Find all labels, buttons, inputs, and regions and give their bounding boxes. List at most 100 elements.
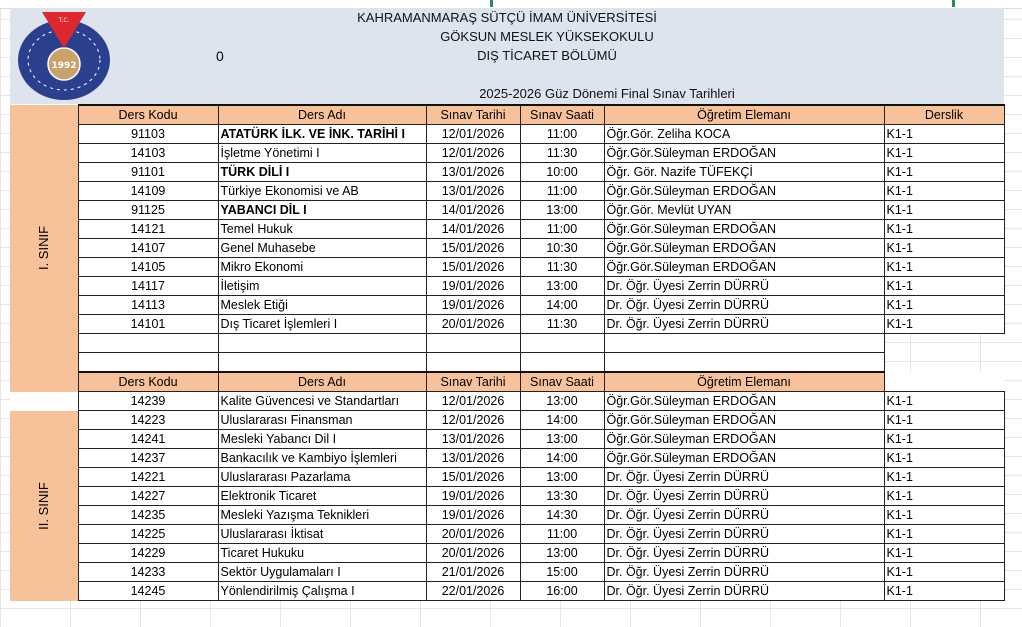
instructor[interactable]: Dr. Öğr. Üyesi Zerrin DÜRRÜ: [603, 562, 885, 582]
course-code[interactable]: 14235: [77, 505, 219, 525]
empty-cell[interactable]: [519, 333, 605, 353]
course-name[interactable]: Meslek Etiği: [217, 295, 427, 315]
classroom[interactable]: K1-1: [883, 543, 1005, 563]
course-code[interactable]: 14229: [77, 543, 219, 563]
exam-date[interactable]: 12/01/2026: [425, 124, 521, 144]
exam-time[interactable]: 11:00: [519, 524, 605, 544]
exam-date[interactable]: 15/01/2026: [425, 467, 521, 487]
classroom[interactable]: K1-1: [883, 200, 1005, 220]
instructor[interactable]: Dr. Öğr. Üyesi Zerrin DÜRRÜ: [603, 524, 885, 544]
course-name[interactable]: Ticaret Hukuku: [217, 543, 427, 563]
course-name[interactable]: ATATÜRK İLK. VE İNK. TARİHİ I: [217, 124, 427, 144]
course-code[interactable]: 14117: [77, 276, 219, 296]
instructor[interactable]: Dr. Öğr. Üyesi Zerrin DÜRRÜ: [603, 276, 885, 296]
instructor[interactable]: Dr. Öğr. Üyesi Zerrin DÜRRÜ: [603, 543, 885, 563]
instructor[interactable]: Öğr.Gör.Süleyman ERDOĞAN: [603, 219, 885, 239]
exam-time[interactable]: 16:00: [519, 581, 605, 601]
table-row[interactable]: 14117 İletişim 19/01/2026 13:00 Dr. Öğr. Üye…: [10, 276, 1005, 296]
classroom[interactable]: K1-1: [883, 448, 1005, 468]
exam-date[interactable]: 14/01/2026: [425, 219, 521, 239]
table-row[interactable]: 14239 Kalite Güvencesi ve Standartları 12/…: [10, 391, 1005, 411]
classroom[interactable]: K1-1: [883, 429, 1005, 449]
table-row[interactable]: 14233 Sektör Uygulamaları I 21/01/2026 15:0…: [10, 562, 1005, 582]
exam-time[interactable]: 13:00: [519, 543, 605, 563]
classroom[interactable]: K1-1: [883, 486, 1005, 506]
exam-date[interactable]: 15/01/2026: [425, 238, 521, 258]
exam-time[interactable]: 14:00: [519, 295, 605, 315]
course-code[interactable]: 91101: [77, 162, 219, 182]
instructor[interactable]: Dr. Öğr. Üyesi Zerrin DÜRRÜ: [603, 467, 885, 487]
exam-date[interactable]: 20/01/2026: [425, 314, 521, 334]
exam-time[interactable]: 13:00: [519, 200, 605, 220]
course-code[interactable]: 14109: [77, 181, 219, 201]
exam-time[interactable]: 11:30: [519, 143, 605, 163]
course-name[interactable]: Uluslararası İktisat: [217, 524, 427, 544]
classroom[interactable]: K1-1: [883, 505, 1005, 525]
course-code[interactable]: 14227: [77, 486, 219, 506]
exam-date[interactable]: 14/01/2026: [425, 200, 521, 220]
exam-time[interactable]: 10:30: [519, 238, 605, 258]
course-code[interactable]: 14121: [77, 219, 219, 239]
exam-date[interactable]: 22/01/2026: [425, 581, 521, 601]
classroom[interactable]: K1-1: [883, 162, 1005, 182]
course-name[interactable]: TÜRK DİLİ I: [217, 162, 427, 182]
instructor[interactable]: Öğr.Gör.Süleyman ERDOĞAN: [603, 391, 885, 411]
instructor[interactable]: Öğr.Gör.Süleyman ERDOĞAN: [603, 448, 885, 468]
exam-date[interactable]: 19/01/2026: [425, 295, 521, 315]
classroom[interactable]: K1-1: [883, 581, 1005, 601]
course-code[interactable]: 14221: [77, 467, 219, 487]
course-code[interactable]: 14225: [77, 524, 219, 544]
empty-cell[interactable]: [77, 333, 219, 353]
exam-date[interactable]: 21/01/2026: [425, 562, 521, 582]
course-name[interactable]: Mesleki Yazışma Teknikleri: [217, 505, 427, 525]
table-row[interactable]: 14245 Yönlendirilmiş Çalışma I 22/01/2026 1…: [10, 581, 1005, 601]
exam-date[interactable]: 19/01/2026: [425, 276, 521, 296]
course-code[interactable]: 14237: [77, 448, 219, 468]
table-row[interactable]: 91125 YABANCI DİL I 14/01/2026 13:00 Öğr.Gör…: [10, 200, 1005, 220]
course-name[interactable]: Kalite Güvencesi ve Standartları: [217, 391, 427, 411]
exam-time[interactable]: 13:00: [519, 467, 605, 487]
instructor[interactable]: Dr. Öğr. Üyesi Zerrin DÜRRÜ: [603, 314, 885, 334]
classroom[interactable]: K1-1: [883, 410, 1005, 430]
exam-date[interactable]: 13/01/2026: [425, 429, 521, 449]
exam-time[interactable]: 11:00: [519, 124, 605, 144]
table-row[interactable]: 14107 Genel Muhasebe 15/01/2026 10:30 Öğr.Gö…: [10, 238, 1005, 258]
table-row[interactable]: 14121 Temel Hukuk 14/01/2026 11:00 Öğr.Gör.S…: [10, 219, 1005, 239]
course-name[interactable]: Bankacılık ve Kambiyo İşlemleri: [217, 448, 427, 468]
table-row[interactable]: 14229 Ticaret Hukuku 20/01/2026 13:00 Dr. Öğ…: [10, 543, 1005, 563]
course-code[interactable]: 14233: [77, 562, 219, 582]
exam-time[interactable]: 15:00: [519, 562, 605, 582]
exam-time[interactable]: 14:00: [519, 410, 605, 430]
instructor[interactable]: Öğr.Gör.Süleyman ERDOĞAN: [603, 410, 885, 430]
table-row[interactable]: 14241 Mesleki Yabancı Dil I 13/01/2026 13:0…: [10, 429, 1005, 449]
classroom[interactable]: K1-1: [883, 257, 1005, 277]
classroom[interactable]: K1-1: [883, 314, 1005, 334]
exam-date[interactable]: 15/01/2026: [425, 257, 521, 277]
exam-date[interactable]: 19/01/2026: [425, 486, 521, 506]
classroom[interactable]: K1-1: [883, 143, 1005, 163]
course-name[interactable]: Türkiye Ekonomisi ve AB: [217, 181, 427, 201]
table-row[interactable]: 14113 Meslek Etiği 19/01/2026 14:00 Dr. Öğr.…: [10, 295, 1005, 315]
table-row[interactable]: 14105 Mikro Ekonomi 15/01/2026 11:30 Öğr.Gör…: [10, 257, 1005, 277]
course-code[interactable]: 14101: [77, 314, 219, 334]
empty-cell[interactable]: [603, 333, 885, 353]
classroom[interactable]: K1-1: [883, 524, 1005, 544]
table-row[interactable]: 14237 Bankacılık ve Kambiyo İşlemleri 13/0…: [10, 448, 1005, 468]
table-row[interactable]: 14103 İşletme Yönetimi I 12/01/2026 11:30 Öğ…: [10, 143, 1005, 163]
course-code[interactable]: 14241: [77, 429, 219, 449]
course-name[interactable]: İşletme Yönetimi I: [217, 143, 427, 163]
course-name[interactable]: Elektronik Ticaret: [217, 486, 427, 506]
exam-date[interactable]: 19/01/2026: [425, 505, 521, 525]
course-name[interactable]: Mesleki Yabancı Dil I: [217, 429, 427, 449]
course-name[interactable]: Uluslararası Finansman: [217, 410, 427, 430]
course-code[interactable]: 14103: [77, 143, 219, 163]
instructor[interactable]: Dr. Öğr. Üyesi Zerrin DÜRRÜ: [603, 581, 885, 601]
course-name[interactable]: Sektör Uygulamaları I: [217, 562, 427, 582]
table-row[interactable]: 14101 Dış Ticaret İşlemleri I 20/01/2026 11…: [10, 314, 1005, 334]
exam-time[interactable]: 13:00: [519, 276, 605, 296]
exam-time[interactable]: 14:00: [519, 448, 605, 468]
exam-date[interactable]: 12/01/2026: [425, 143, 521, 163]
course-code[interactable]: 14105: [77, 257, 219, 277]
instructor[interactable]: Öğr.Gör.Süleyman ERDOĞAN: [603, 257, 885, 277]
course-name[interactable]: Temel Hukuk: [217, 219, 427, 239]
